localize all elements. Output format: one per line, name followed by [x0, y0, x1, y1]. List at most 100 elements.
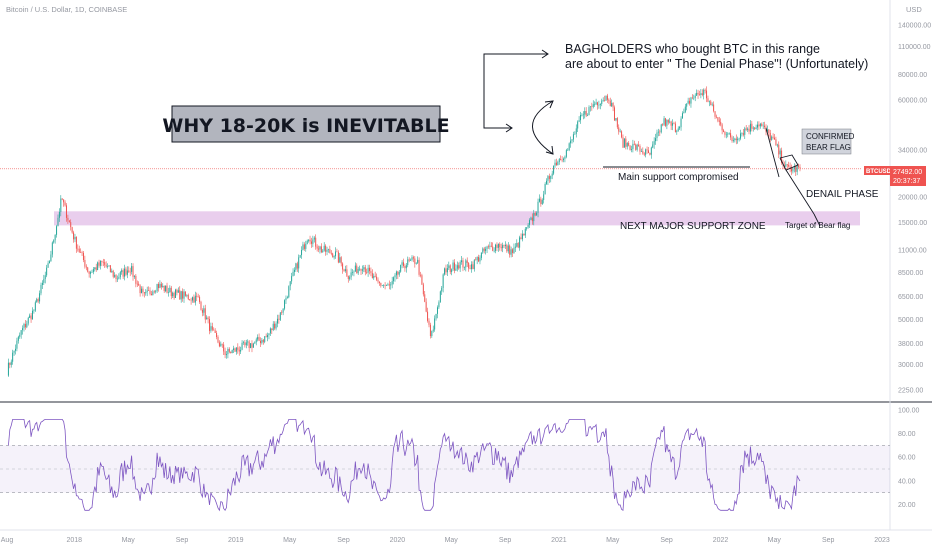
candle	[391, 276, 393, 289]
candle	[597, 101, 598, 110]
candle	[58, 208, 60, 222]
candle	[534, 211, 536, 217]
candle	[167, 287, 169, 297]
candle	[350, 268, 352, 281]
candle	[577, 120, 579, 132]
time-tick-7: 2020	[390, 537, 406, 544]
candle	[536, 211, 538, 216]
symbol-header[interactable]: Bitcoin / U.S. Dollar, 1D, COINBASE	[6, 5, 127, 14]
candle	[275, 321, 277, 331]
candle	[626, 142, 628, 150]
candle	[500, 243, 502, 252]
ticker-badge	[864, 166, 890, 175]
candle	[436, 305, 438, 319]
candle	[155, 289, 157, 294]
candle	[581, 113, 583, 117]
bracket-arrow[interactable]	[483, 49, 554, 155]
candle	[691, 94, 693, 100]
candle	[115, 274, 117, 283]
price-tick-4: 34000.00	[898, 148, 927, 155]
candle	[619, 128, 621, 133]
candle	[591, 102, 593, 111]
candle	[449, 264, 451, 275]
price-axis[interactable]: 140000.00 110000.00 80000.00 60000.00 34000.…	[898, 23, 931, 395]
candle	[754, 127, 756, 130]
candle	[531, 213, 533, 225]
candle	[182, 288, 184, 302]
candle	[642, 147, 644, 155]
candle	[663, 116, 665, 126]
candle	[595, 98, 597, 106]
candle	[81, 250, 83, 256]
candle	[108, 265, 110, 267]
candle	[165, 285, 167, 293]
candle	[193, 294, 195, 303]
candle	[662, 123, 664, 127]
candle	[139, 284, 141, 297]
bear-flag-drawing[interactable]	[765, 127, 821, 227]
candle	[78, 245, 80, 253]
candle	[114, 272, 116, 278]
candle	[118, 273, 120, 280]
candle	[381, 285, 383, 287]
candle	[347, 275, 349, 283]
candle	[244, 340, 246, 348]
price-badge: BTCUSD 27492.00 20:37:37	[864, 166, 926, 186]
candle	[744, 126, 746, 139]
candle	[305, 240, 307, 252]
candle	[543, 190, 545, 204]
candle	[606, 93, 608, 103]
candle	[306, 239, 308, 245]
confirmed-line-2: BEAR FLAG	[806, 143, 851, 152]
price-pane[interactable]	[0, 0, 890, 402]
candle	[738, 137, 740, 142]
candle	[135, 274, 137, 288]
candle	[296, 261, 298, 272]
title-annotation[interactable]: WHY 18-20K is INEVITABLE	[162, 105, 450, 143]
candle	[732, 136, 734, 143]
candle	[105, 261, 107, 268]
candle	[320, 243, 322, 254]
candle	[44, 271, 46, 284]
candle	[326, 246, 328, 256]
candle	[343, 268, 345, 272]
rsi-axis[interactable]: 100.00 80.00 60.00 40.00 20.00	[898, 408, 920, 509]
candle	[248, 340, 250, 352]
candle	[799, 164, 801, 172]
candle	[645, 148, 647, 158]
candle	[611, 99, 613, 107]
candle	[26, 320, 28, 329]
candle	[599, 103, 601, 110]
time-tick-13: 2022	[713, 537, 729, 544]
candle	[779, 148, 781, 159]
candle	[56, 224, 58, 238]
candle	[565, 148, 567, 159]
candle	[561, 156, 563, 163]
candle	[186, 294, 188, 298]
candle	[388, 280, 390, 290]
candle	[655, 133, 657, 145]
candle	[769, 129, 771, 142]
time-axis[interactable]: Aug 2018 May Sep 2019 May Sep 2020 May Sep 2021 May…	[1, 537, 890, 544]
candle	[609, 97, 611, 107]
candle	[242, 340, 244, 345]
candle	[401, 260, 403, 269]
candle	[288, 285, 290, 299]
candle	[793, 163, 795, 173]
candle	[761, 122, 763, 127]
support-zone-rect[interactable]	[54, 211, 860, 226]
time-tick-16: 2023	[874, 537, 890, 544]
candle	[520, 233, 522, 240]
candle	[378, 281, 380, 286]
candle	[554, 159, 556, 168]
candle	[483, 246, 485, 254]
candle	[495, 243, 497, 254]
confirmed-bear-flag-box[interactable]: CONFIRMED BEAR FLAG	[801, 128, 855, 155]
candle	[582, 111, 584, 120]
rsi-pane[interactable]	[0, 418, 890, 512]
candle	[615, 118, 617, 122]
candle	[145, 289, 147, 296]
candle	[57, 214, 59, 227]
candle	[397, 270, 399, 279]
